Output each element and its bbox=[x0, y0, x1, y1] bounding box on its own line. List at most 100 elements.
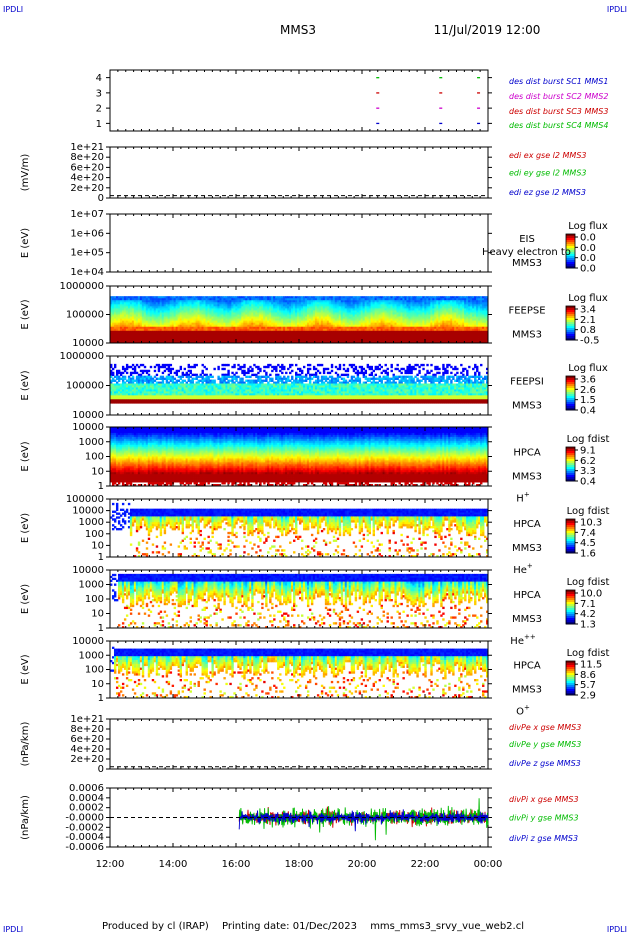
spectrogram-cell bbox=[217, 340, 220, 344]
spectrogram-cell bbox=[394, 320, 397, 324]
spectrogram-cell bbox=[410, 314, 413, 317]
spectrogram-cell bbox=[211, 338, 214, 342]
spectrogram-cell bbox=[197, 338, 200, 342]
spectrogram-cell bbox=[332, 316, 336, 319]
spectrogram-cell bbox=[145, 296, 149, 299]
spectrogram-cell bbox=[346, 320, 350, 324]
spectrogram-cell bbox=[135, 324, 139, 328]
spectrogram-cell bbox=[308, 296, 312, 299]
spectrogram-cell bbox=[119, 322, 123, 326]
spectrogram-cell bbox=[346, 298, 350, 301]
spectrogram-cell bbox=[456, 318, 459, 322]
spectrogram-cell bbox=[115, 320, 119, 324]
spectrogram-cell bbox=[147, 330, 151, 334]
spectrogram-cell bbox=[426, 330, 429, 334]
spectrogram-cell bbox=[358, 302, 362, 305]
spectrogram-cell bbox=[115, 310, 119, 313]
spectrogram-cell bbox=[446, 296, 449, 299]
spectrogram-cell bbox=[243, 328, 246, 332]
spectrogram-cell bbox=[314, 320, 318, 324]
spectrogram-cell bbox=[245, 338, 248, 342]
spectrogram-cell bbox=[253, 314, 256, 317]
spectrogram-cell bbox=[131, 318, 135, 322]
spectrogram-cell bbox=[386, 340, 389, 344]
spectrogram-cell bbox=[263, 296, 266, 299]
spectrogram-cell bbox=[436, 320, 439, 324]
spectrogram-cell bbox=[205, 330, 208, 334]
spectrogram-cell bbox=[384, 334, 387, 338]
spectrogram-cell bbox=[187, 338, 190, 342]
spectrogram-cell bbox=[372, 340, 375, 344]
spectrogram-cell bbox=[137, 318, 141, 322]
spectrogram-cell bbox=[237, 330, 240, 334]
spectrogram-cell bbox=[450, 330, 453, 334]
spectrogram-cell bbox=[183, 334, 186, 338]
spectrogram-cell bbox=[151, 306, 155, 309]
spectrogram-cell bbox=[338, 296, 342, 299]
spectrogram-cell bbox=[131, 306, 135, 309]
spectrogram-cell bbox=[111, 320, 115, 324]
spectrogram-cell bbox=[434, 312, 437, 315]
spectrogram-cell bbox=[410, 296, 413, 299]
spectrogram-cell bbox=[223, 306, 226, 309]
spectrogram-cell bbox=[229, 296, 232, 299]
spectrogram-cell bbox=[378, 320, 381, 324]
spectrogram-cell bbox=[482, 322, 485, 326]
spectrogram-cell bbox=[209, 304, 212, 307]
spectrogram-cell bbox=[306, 304, 310, 307]
spectrogram-cell bbox=[119, 383, 123, 386]
spectrogram-cell bbox=[446, 304, 449, 307]
spectrogram-cell bbox=[404, 298, 407, 301]
spectrogram-cell bbox=[139, 324, 143, 328]
spectrogram-cell bbox=[434, 298, 437, 301]
spectrogram-cell bbox=[412, 310, 415, 313]
spectrogram-cell bbox=[376, 308, 379, 311]
spectrogram-cell bbox=[183, 336, 186, 340]
spectrogram-cell bbox=[221, 316, 224, 319]
spectrogram-cell bbox=[442, 338, 445, 342]
spectrogram-cell bbox=[470, 334, 473, 338]
spectrogram-cell bbox=[384, 314, 387, 317]
spectrogram-cell bbox=[115, 318, 119, 322]
spectrogram-cell bbox=[295, 298, 298, 301]
spectrogram-cell bbox=[229, 316, 232, 319]
spectrogram-cell bbox=[123, 340, 127, 344]
spectrogram-cell bbox=[243, 312, 246, 315]
spectrogram-cell bbox=[322, 324, 326, 328]
spectrogram-cell bbox=[354, 332, 358, 336]
spectrogram-cell bbox=[448, 314, 451, 317]
spectrogram-cell bbox=[330, 340, 334, 344]
spectrogram-cell bbox=[340, 336, 344, 340]
spectrogram-cell bbox=[462, 322, 465, 326]
spectrogram-cell bbox=[318, 304, 322, 307]
spectrogram-cell bbox=[243, 324, 246, 328]
spectrogram-cell bbox=[356, 300, 360, 303]
spectrogram-cell bbox=[422, 318, 425, 322]
spectrogram-cell bbox=[356, 312, 360, 315]
spectrogram-cell bbox=[187, 326, 190, 330]
spectrogram-cell bbox=[173, 312, 177, 315]
spectrogram-cell bbox=[370, 316, 374, 319]
spectrogram-cell bbox=[428, 334, 431, 338]
spectrogram-cell bbox=[171, 330, 175, 334]
spectrogram-cell bbox=[420, 302, 423, 305]
spectrogram-cell bbox=[482, 306, 485, 309]
spectrogram-cell bbox=[283, 330, 286, 334]
spectrogram-cell bbox=[249, 298, 252, 301]
spectrogram-cell bbox=[169, 332, 173, 336]
spectrogram-cell bbox=[336, 322, 340, 326]
spectrogram-cell bbox=[207, 324, 210, 328]
spectrogram-cell bbox=[139, 336, 143, 340]
spectrogram-cell bbox=[213, 332, 216, 336]
spectrogram-cell bbox=[336, 332, 340, 336]
spectrogram-cell bbox=[388, 296, 391, 299]
spectrogram-cell bbox=[111, 379, 115, 382]
spectrogram-cell bbox=[263, 314, 266, 317]
y-tick-label: 2 bbox=[96, 104, 102, 115]
spectrogram-cell bbox=[432, 318, 435, 322]
spectrogram-cell bbox=[173, 328, 177, 332]
spectrogram-cell bbox=[211, 310, 214, 313]
spectrogram-cell bbox=[219, 304, 222, 307]
spectrogram-cell bbox=[322, 330, 326, 334]
